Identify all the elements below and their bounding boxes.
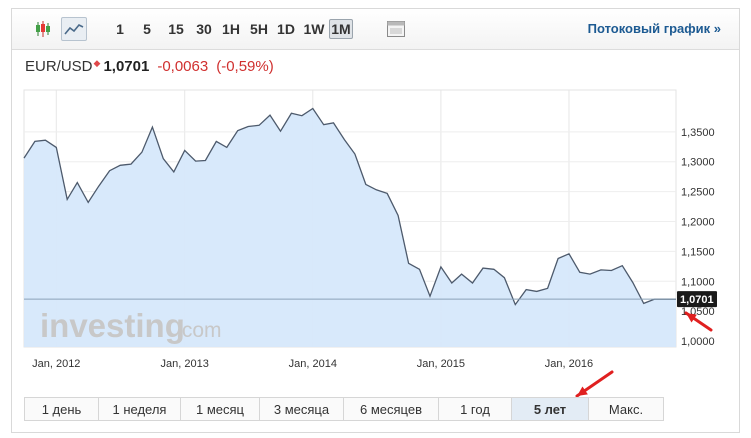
- range-1-month[interactable]: 1 месяц: [181, 398, 260, 420]
- y-tick-label: 1,2500: [681, 187, 715, 199]
- timeframe-15[interactable]: 15: [168, 21, 184, 37]
- timeframe-5[interactable]: 5: [143, 21, 151, 37]
- chart-toolbar: 1 5 15 30 1H 5H 1D 1W 1M Потоковый графи…: [12, 9, 739, 50]
- range-max[interactable]: Макс.: [608, 401, 644, 417]
- quote-header: EUR/USD◆ 1,0701 -0,0063 (-0,59%): [25, 58, 274, 78]
- y-tick-label: 1,3000: [681, 157, 715, 169]
- range-arrow-annotation: [575, 370, 614, 398]
- watermark-brand: investing: [40, 307, 185, 344]
- y-tick-label: 1,3500: [681, 127, 715, 139]
- price-change: -0,0063: [157, 58, 209, 75]
- range-1-year[interactable]: 1 год: [439, 398, 512, 420]
- price-arrow-annotation: [684, 311, 713, 332]
- range-6-months[interactable]: 6 месяцев: [344, 398, 439, 420]
- timeframe-1[interactable]: 1: [116, 21, 124, 37]
- price-area-fill: [24, 108, 676, 347]
- x-axis-labels: Jan, 2012 Jan, 2013 Jan, 2014 Jan, 2015 Jan,…: [32, 358, 593, 370]
- y-axis-labels: 1,00001,05001,10001,15001,20001,25001,30…: [681, 127, 715, 348]
- range-1-week[interactable]: 1 неделя: [99, 398, 181, 420]
- timeframe-1m[interactable]: 1M: [329, 19, 353, 39]
- y-tick-label: 1,2000: [681, 216, 715, 228]
- timeframe-5h[interactable]: 5H: [250, 21, 268, 37]
- timeframe-1d[interactable]: 1D: [277, 21, 295, 37]
- candlestick-chart-icon[interactable]: [32, 17, 54, 41]
- layout-panel-icon[interactable]: [384, 17, 408, 41]
- range-1-day[interactable]: 1 день: [25, 398, 99, 420]
- timeframe-30[interactable]: 30: [196, 21, 212, 37]
- arrow-head: [686, 313, 697, 323]
- x-tick-label: Jan, 2015: [417, 358, 465, 370]
- x-tick-label: Jan, 2016: [545, 358, 593, 370]
- watermark-suffix: .com: [176, 319, 222, 342]
- annotation-arrows: [575, 311, 713, 398]
- instrument-symbol[interactable]: EUR/USD: [25, 58, 93, 75]
- last-price: 1,0701: [103, 58, 150, 75]
- chart-widget-frame: [11, 8, 740, 433]
- range-5-years[interactable]: 5 лет: [512, 398, 589, 420]
- y-tick-label: 1,1500: [681, 246, 715, 258]
- arrow-head: [577, 386, 588, 396]
- price-line: [23, 107, 676, 306]
- x-tick-label: Jan, 2012: [32, 358, 80, 370]
- current-price-badge-text: 1,0701: [680, 294, 714, 306]
- current-price-badge: [677, 291, 717, 308]
- x-tick-label: Jan, 2014: [289, 358, 337, 370]
- timeframe-1w[interactable]: 1W: [303, 21, 325, 37]
- investing-watermark: investing .com: [40, 307, 222, 344]
- x-tick-label: Jan, 2013: [161, 358, 209, 370]
- y-tick-label: 1,0000: [681, 336, 715, 348]
- price-area: [23, 107, 676, 347]
- y-tick-label: 1,1000: [681, 276, 715, 288]
- streaming-chart-link[interactable]: Потоковый график »: [587, 21, 721, 36]
- price-down-flag-icon: ◆: [93, 58, 101, 68]
- line-chart-icon[interactable]: [61, 17, 87, 41]
- range-3-months[interactable]: 3 месяца: [260, 398, 344, 420]
- current-price-marker: 1,0701: [24, 291, 717, 308]
- timeframe-1h[interactable]: 1H: [222, 21, 240, 37]
- range-selector: 1 день 1 неделя 1 месяц 3 месяца 6 месяц…: [24, 397, 664, 421]
- price-change-percent: (-0,59%): [216, 58, 274, 75]
